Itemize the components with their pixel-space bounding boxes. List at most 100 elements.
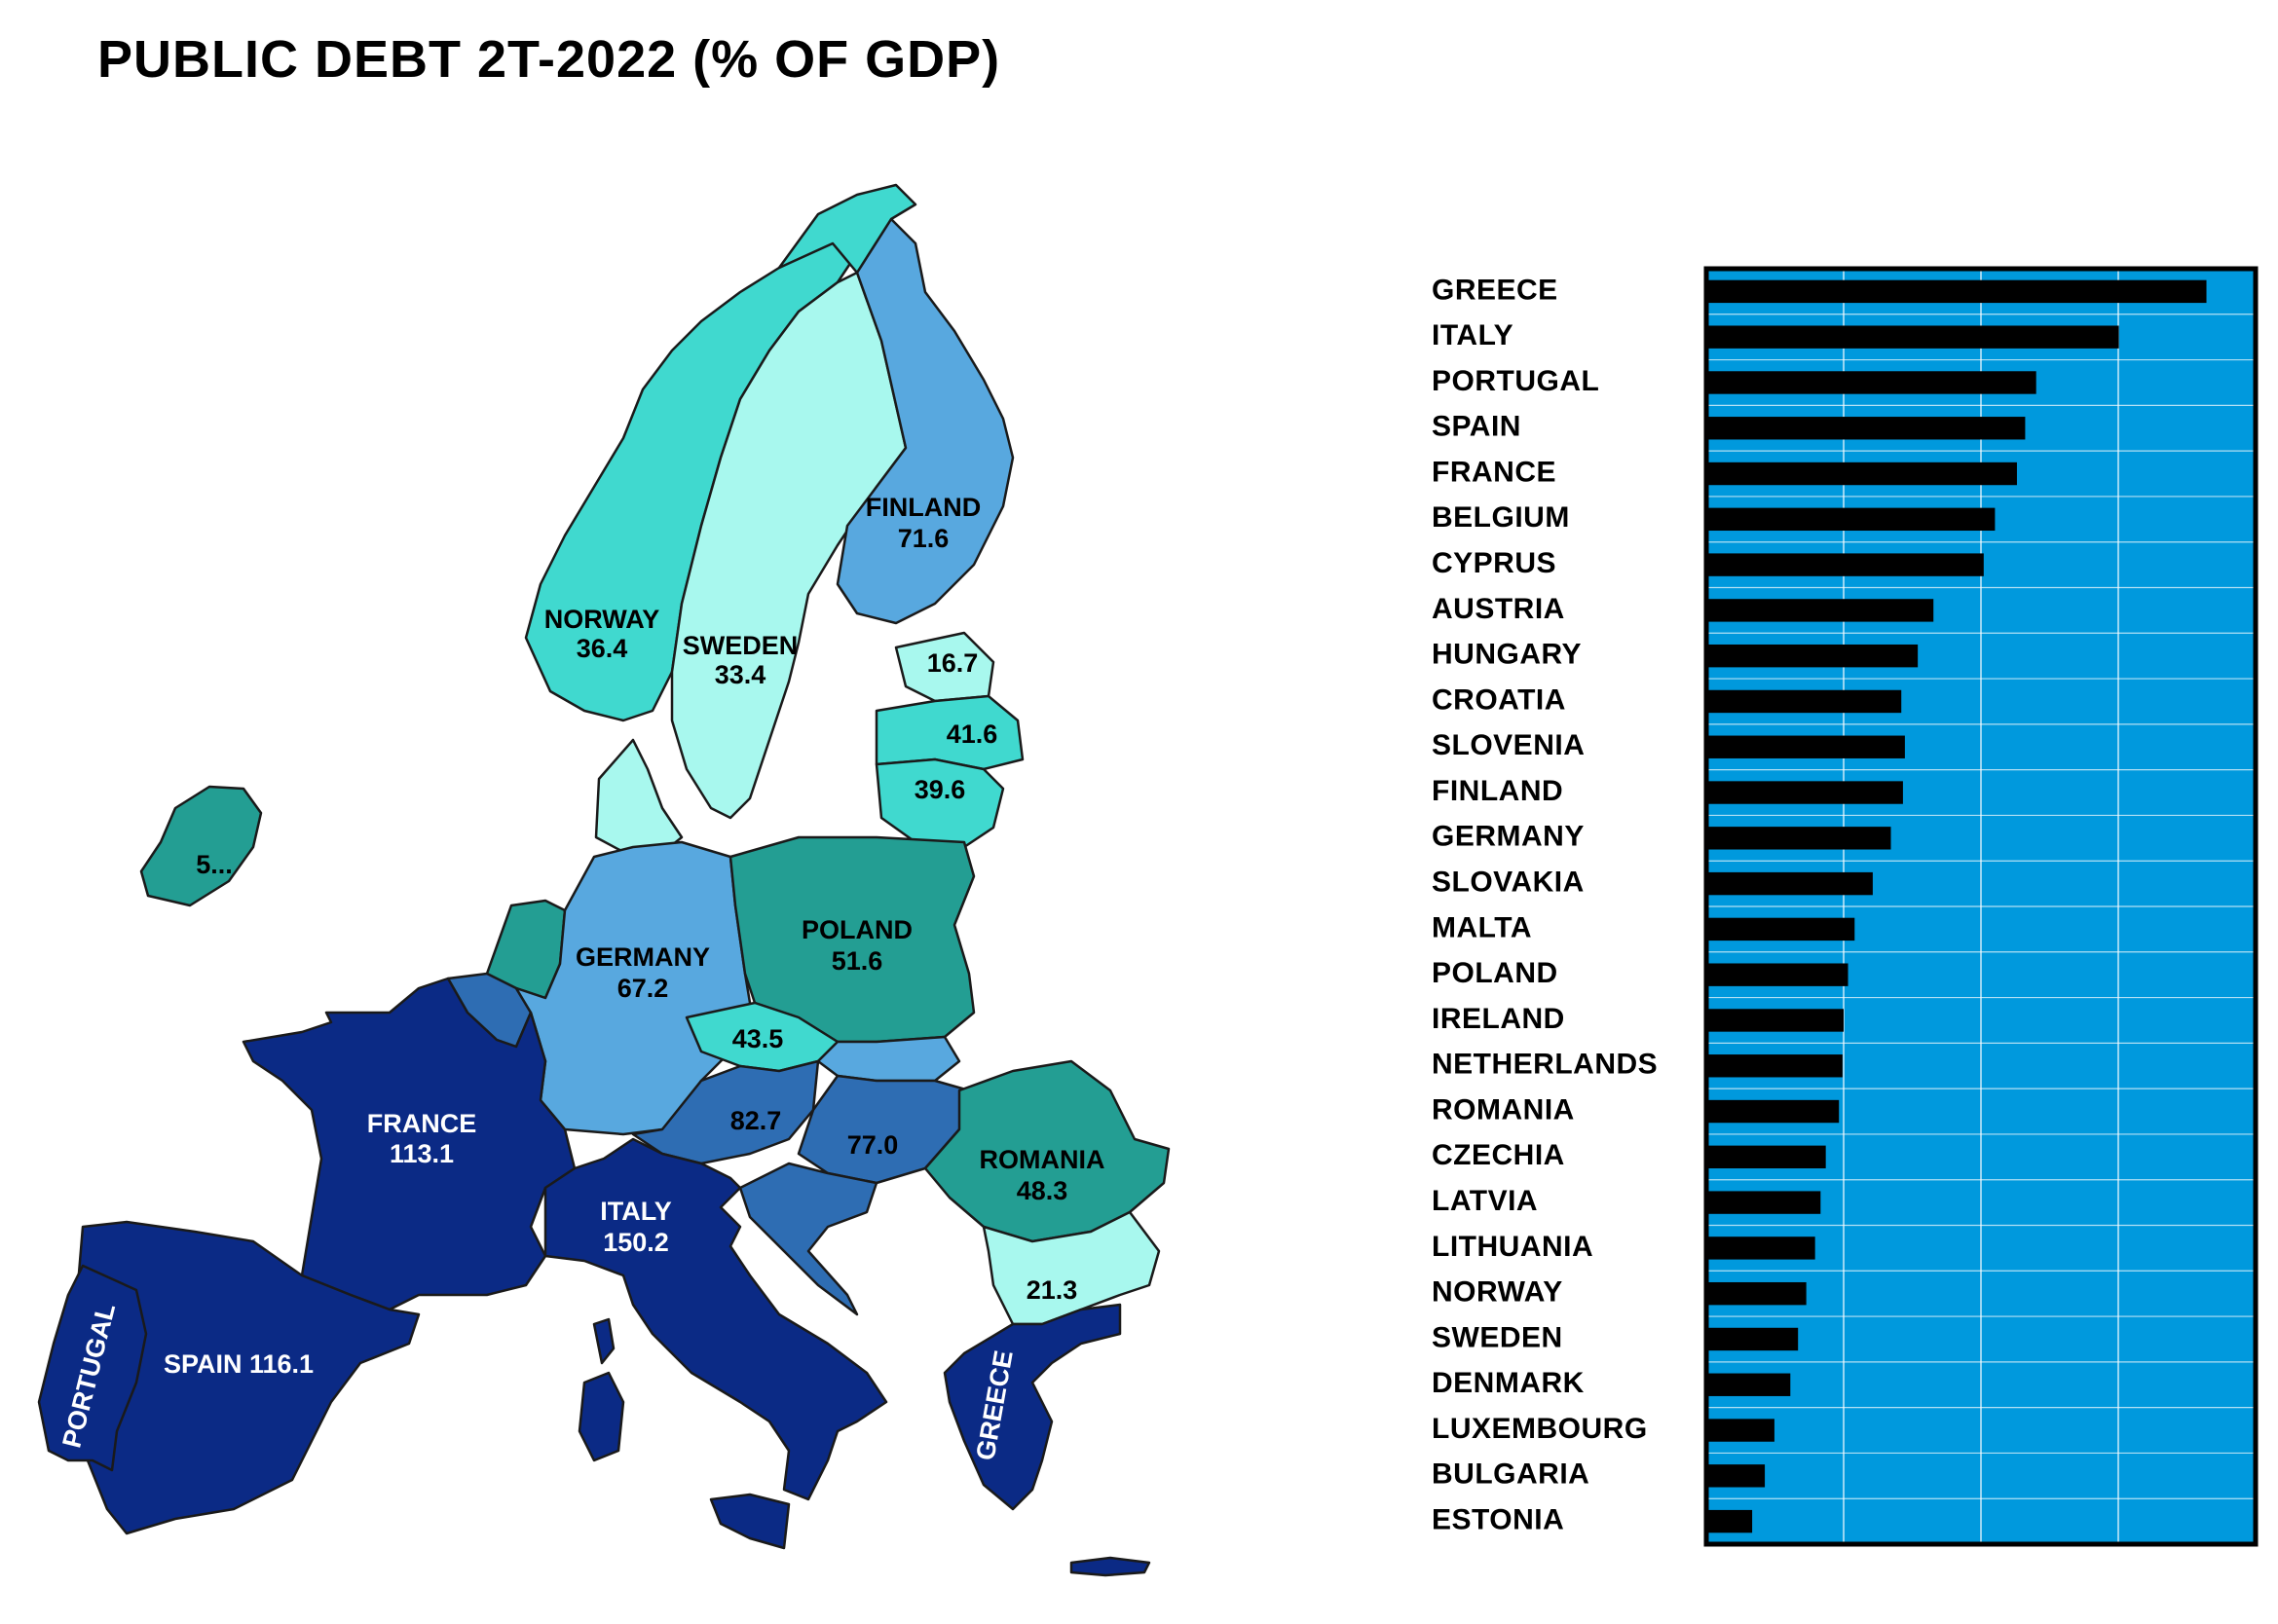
map-label-poland-value: 51.6	[832, 946, 883, 976]
bar-romania	[1706, 1099, 1840, 1124]
region-croatia	[738, 1162, 878, 1316]
bar-norway	[1706, 1281, 1807, 1306]
region-north-cap	[777, 183, 917, 275]
map-label-hungary-value: 77.0	[847, 1130, 899, 1160]
map-label-norway-name: NORWAY	[544, 605, 660, 634]
europe-map: NORWAY 36.4 SWEDEN 33.4 FINLAND 71.6 16.…	[37, 183, 1171, 1577]
bar-croatia	[1706, 689, 1902, 714]
category-label-malta: MALTA	[1432, 911, 1532, 943]
category-label-slovenia: SLOVENIA	[1432, 729, 1585, 761]
category-label-germany: GERMANY	[1432, 821, 1585, 853]
bar-hungary	[1706, 644, 1919, 668]
region-portugal	[37, 1264, 148, 1472]
bar-latvia	[1706, 1191, 1821, 1214]
bar-slovakia	[1706, 871, 1873, 896]
map-label-estonia-value: 16.7	[927, 648, 979, 678]
region-lithuania	[875, 757, 1005, 849]
category-label-lithuania: LITHUANIA	[1432, 1231, 1593, 1263]
bar-poland	[1706, 963, 1849, 986]
region-finland	[836, 217, 1015, 625]
category-label-estonia: ESTONIA	[1432, 1504, 1564, 1536]
region-greece	[943, 1303, 1122, 1511]
region-poland	[728, 835, 976, 1044]
region-norway	[524, 241, 859, 722]
category-label-norway: NORWAY	[1432, 1276, 1563, 1309]
bar-belgium	[1706, 507, 1996, 532]
category-label-romania: ROMANIA	[1432, 1093, 1575, 1126]
map-label-bulgaria-value: 21.3	[1027, 1275, 1078, 1305]
category-label-greece: GREECE	[1432, 274, 1558, 306]
category-label-spain: SPAIN	[1432, 411, 1521, 443]
category-label-cyprus: CYPRUS	[1432, 547, 1556, 579]
region-bulgaria	[982, 1210, 1161, 1326]
category-label-luxembourg: LUXEMBOURG	[1432, 1413, 1648, 1445]
category-label-czechia: CZECHIA	[1432, 1139, 1565, 1171]
bar-czechia	[1706, 1145, 1826, 1169]
chart-bars	[1706, 279, 2207, 1533]
map-label-sweden-name: SWEDEN	[683, 631, 799, 660]
map-label-latvia-value: 41.6	[947, 720, 998, 749]
category-label-italy: ITALY	[1432, 319, 1513, 351]
map-label-germany-name: GERMANY	[576, 942, 710, 972]
category-label-netherlands: NETHERLANDS	[1432, 1049, 1658, 1081]
category-label-denmark: DENMARK	[1432, 1367, 1585, 1399]
region-denmark	[594, 738, 684, 859]
map-label-norway-value: 36.4	[577, 634, 628, 663]
category-label-poland: POLAND	[1432, 957, 1558, 989]
bar-malta	[1706, 917, 1855, 941]
bar-lithuania	[1706, 1236, 1815, 1260]
region-italy	[543, 1137, 888, 1501]
map-label-germany-value: 67.2	[617, 974, 669, 1003]
category-label-belgium: BELGIUM	[1432, 501, 1570, 534]
map-label-romania-name: ROMANIA	[980, 1145, 1105, 1174]
bar-finland	[1706, 781, 1903, 804]
map-label-finland-name: FINLAND	[866, 493, 981, 522]
category-label-portugal: PORTUGAL	[1432, 365, 1599, 397]
map-label-czechia-value: 43.5	[732, 1024, 784, 1053]
category-label-slovakia: SLOVAKIA	[1432, 867, 1585, 899]
bar-greece	[1706, 279, 2207, 304]
map-label-finland-value: 71.6	[898, 524, 950, 553]
bar-estonia	[1706, 1509, 1753, 1533]
category-label-bulgaria: BULGARIA	[1432, 1458, 1589, 1491]
category-label-hungary: HUNGARY	[1432, 639, 1582, 671]
bar-netherlands	[1706, 1054, 1843, 1078]
chart-gridlines	[1706, 269, 2256, 1544]
bar-cyprus	[1706, 553, 1984, 576]
bar-spain	[1706, 417, 2026, 440]
map-label-france-name: FRANCE	[367, 1109, 477, 1138]
bar-france	[1706, 461, 2017, 486]
bar-portugal	[1706, 371, 2036, 394]
category-label-latvia: LATVIA	[1432, 1185, 1538, 1217]
region-sicily	[709, 1493, 791, 1550]
bar-sweden	[1706, 1327, 1799, 1351]
map-label-italy-value: 150.2	[603, 1228, 669, 1257]
map-label-austria-value: 82.7	[730, 1106, 782, 1135]
map-label-spain: SPAIN 116.1	[164, 1349, 314, 1379]
category-label-austria: AUSTRIA	[1432, 593, 1565, 625]
map-label-sweden-value: 33.4	[715, 660, 766, 689]
region-france	[242, 977, 577, 1311]
category-label-finland: FINLAND	[1432, 775, 1563, 807]
bar-germany	[1706, 827, 1891, 850]
category-label-france: FRANCE	[1432, 456, 1556, 488]
region-crete	[1069, 1556, 1151, 1577]
bar-denmark	[1706, 1373, 1791, 1396]
region-corsica	[592, 1317, 616, 1365]
category-label-sweden: SWEDEN	[1432, 1321, 1563, 1353]
map-label-romania-value: 48.3	[1017, 1176, 1068, 1205]
region-ireland	[139, 785, 263, 907]
page-title: PUBLIC DEBT 2T-2022 (% OF GDP)	[97, 30, 1001, 89]
bar-austria	[1706, 599, 1934, 622]
bar-italy	[1706, 325, 2119, 349]
map-label-lithuania-value: 39.6	[915, 775, 966, 804]
bar-luxembourg	[1706, 1419, 1774, 1442]
bar-ireland	[1706, 1009, 1844, 1032]
bar-slovenia	[1706, 735, 1905, 758]
chart-category-labels: GREECE ITALY PORTUGAL SPAIN FRANCE BELGIUM CYP…	[1432, 274, 1658, 1535]
map-label-poland-name: POLAND	[802, 915, 913, 944]
map-label-italy-name: ITALY	[600, 1197, 672, 1226]
map-label-ireland-value: 5...	[196, 850, 233, 879]
category-label-croatia: CROATIA	[1432, 683, 1566, 716]
